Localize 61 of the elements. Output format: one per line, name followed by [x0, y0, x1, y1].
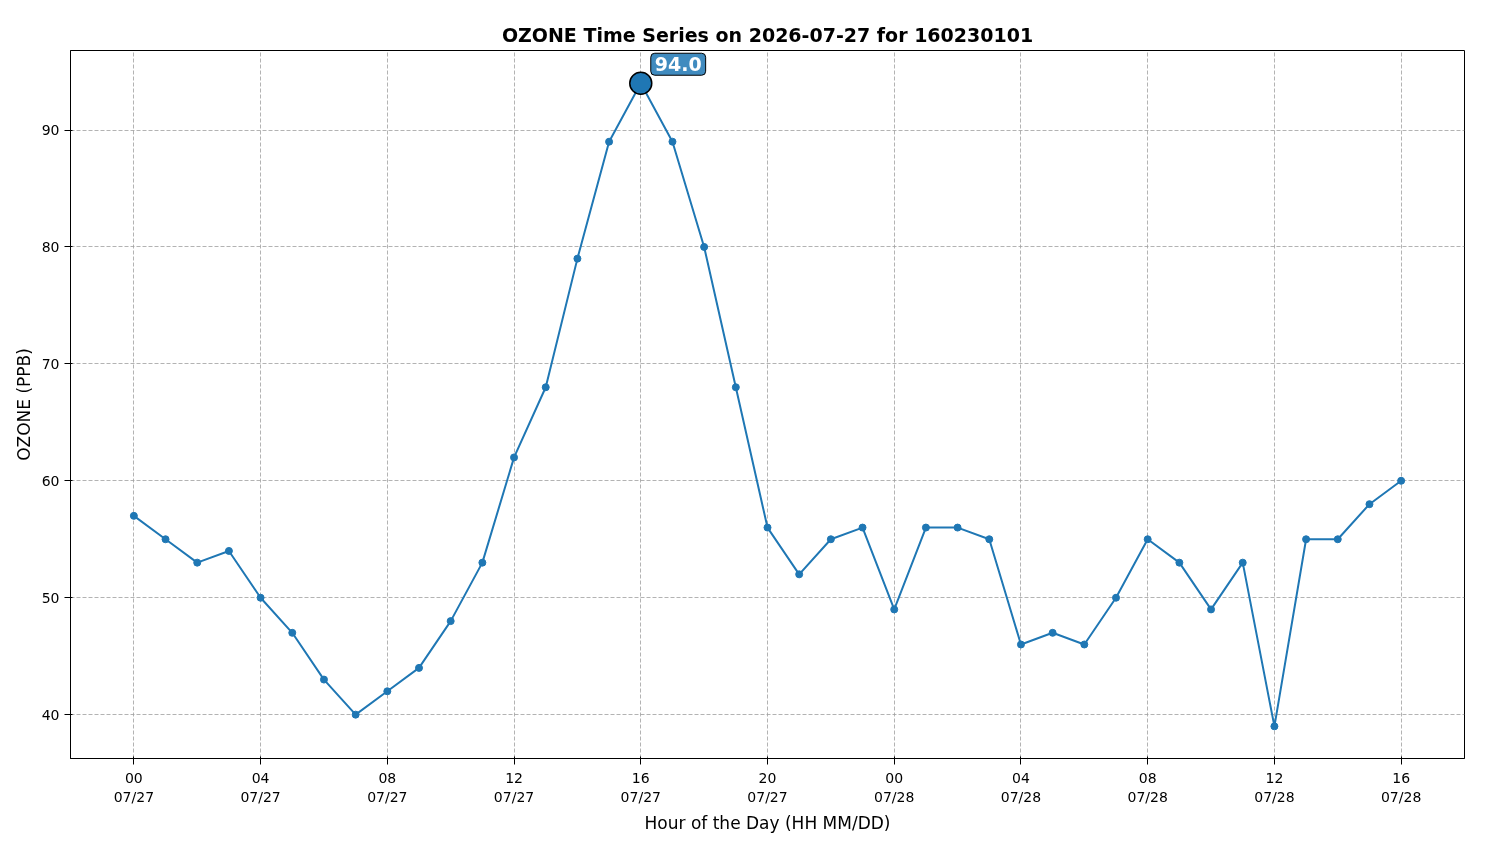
- point: [1238, 558, 1247, 567]
- x-tick-label: 12 07/27: [493, 769, 535, 805]
- point: [573, 254, 582, 263]
- point: [1207, 605, 1216, 614]
- point: [858, 523, 867, 532]
- point: [953, 523, 962, 532]
- point: [541, 383, 550, 392]
- point: [1016, 640, 1025, 649]
- point: [668, 137, 677, 146]
- y-tick-label: 90: [41, 122, 60, 139]
- chart-title: OZONE Time Series on 2026-07-27 for 160230101: [501, 23, 1034, 46]
- x-tick-label: 08 07/28: [1127, 769, 1168, 805]
- point: [510, 453, 519, 462]
- x-tick-label: 12 07/28: [1254, 769, 1295, 805]
- point: [763, 523, 772, 532]
- point: [319, 675, 328, 684]
- point: [256, 593, 265, 602]
- point: [731, 383, 740, 392]
- point: [1048, 628, 1057, 637]
- y-axis-title: OZONE (PPB): [13, 348, 34, 461]
- x-tick-label: 00 07/28: [874, 769, 915, 805]
- point: [985, 535, 994, 544]
- point: [478, 558, 487, 567]
- point: [1302, 535, 1311, 544]
- point: [288, 628, 297, 637]
- x-tick-label: 16 07/28: [1380, 769, 1422, 805]
- point: [1143, 535, 1152, 544]
- point: [1175, 558, 1184, 567]
- point: [1397, 476, 1406, 485]
- point: [224, 546, 233, 555]
- x-tick-label: 00 07/27: [113, 769, 155, 805]
- x-tick-label: 08 07/27: [367, 769, 408, 805]
- point: [795, 570, 804, 579]
- y-tick-label: 80: [41, 238, 60, 255]
- x-tick-label: 16 07/27: [620, 769, 661, 805]
- point: [383, 687, 392, 696]
- point: [129, 511, 138, 520]
- point: [415, 663, 423, 672]
- point: [1080, 640, 1089, 649]
- point: [1112, 593, 1120, 602]
- y-tick-label: 40: [41, 706, 60, 723]
- point: [921, 523, 930, 532]
- y-tick-label: 60: [41, 472, 60, 489]
- point: [890, 605, 899, 614]
- annotation: 94.0: [654, 53, 702, 76]
- point: [826, 535, 835, 544]
- y-tick-label: 50: [41, 589, 60, 606]
- point: [1365, 500, 1374, 509]
- point: [1333, 535, 1342, 544]
- point: [193, 558, 202, 567]
- x-tick-label: 20 07/27: [747, 769, 788, 805]
- point: [351, 710, 360, 719]
- point: [161, 535, 170, 544]
- x-tick-label: 04 07/28: [1000, 769, 1042, 805]
- x-tick-label: 04 07/27: [240, 769, 281, 805]
- x-axis-title: Hour of the Day (HH MM/DD): [644, 812, 891, 833]
- point: [605, 137, 614, 146]
- point: [446, 617, 455, 626]
- y-tick-label: 70: [41, 355, 60, 372]
- point: [1270, 722, 1279, 731]
- point: [700, 242, 709, 251]
